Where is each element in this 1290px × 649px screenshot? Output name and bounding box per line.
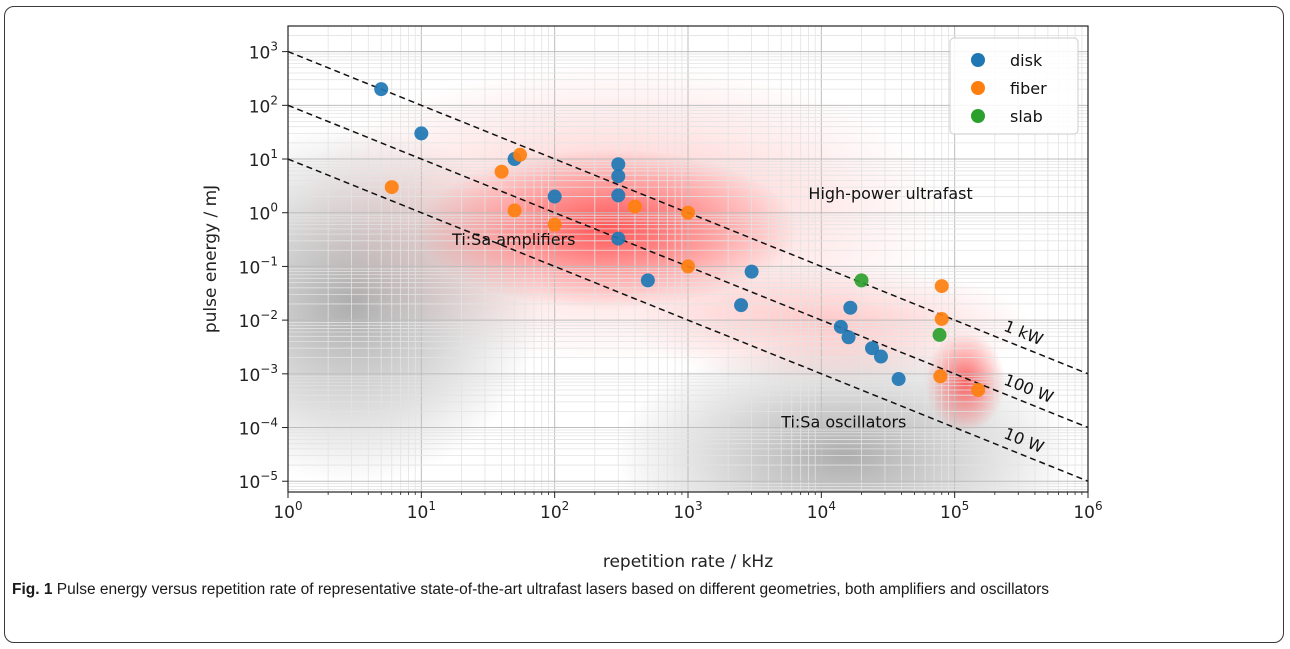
legend: disk fiber slab [949,37,1079,135]
y-tick-label: 10−3 [239,362,278,386]
point-fiber [494,164,509,179]
x-tick-label: 101 [407,499,436,523]
x-tick-label: 104 [807,499,836,523]
point-fiber [507,203,522,218]
legend-marker-disk [971,53,985,67]
y-tick-label: 10−1 [239,254,278,278]
x-tick-label: 102 [540,499,569,523]
point-disk [547,189,562,204]
caption-text: Pulse energy versus repetition rate of r… [56,581,1050,598]
scatter-chart: 100 101 102 103 104 105 106 103 102 101 100 10−1 10−… [201,25,1103,572]
point-fiber [971,382,986,397]
point-disk [744,264,759,279]
figure-caption: Fig. 1 Pulse energy versus repetition ra… [12,580,1252,600]
y-tick-label: 102 [249,93,278,117]
point-fiber [681,205,695,220]
point-fiber [934,279,949,294]
point-fiber [681,259,695,274]
legend-label-slab: slab [1010,107,1043,126]
data-points [374,82,986,397]
point-fiber [627,199,642,214]
y-tick-label: 101 [249,147,278,171]
y-tick-label: 100 [249,201,278,225]
region-label: Ti:Sa amplifiers [451,230,575,249]
axis-ticks: 100 101 102 103 104 105 106 103 102 101 100 10−1 10−… [239,40,1103,523]
x-tick-label: 105 [940,499,969,523]
point-disk [734,298,749,313]
y-tick-label: 10−4 [239,416,278,440]
point-fiber [513,147,528,162]
region-label: High-power ultrafast [808,184,972,203]
point-disk [865,341,880,356]
point-disk [611,231,626,246]
x-axis-title: repetition rate / kHz [603,552,773,572]
point-disk [374,82,389,97]
legend-marker-fiber [971,81,985,95]
grid-lines [288,26,1088,492]
x-tick-label: 100 [273,499,302,523]
point-disk [891,372,906,387]
y-axis-title: pulse energy / mJ [201,185,221,333]
legend-marker-slab [971,109,985,123]
point-fiber [547,217,562,232]
point-disk [611,169,626,184]
point-fiber [384,180,399,195]
region-label: Ti:Sa oscillators [780,413,906,432]
point-fiber [934,311,949,326]
x-tick-label: 106 [1073,499,1102,523]
y-tick-label: 10−2 [239,308,278,332]
point-disk [611,188,626,203]
point-slab [854,273,869,288]
power-line [288,158,1088,482]
legend-label-disk: disk [1010,51,1043,70]
legend-label-fiber: fiber [1010,79,1047,98]
caption-label: Fig. 1 [12,581,53,598]
point-disk [873,349,888,364]
y-tick-label: 103 [249,40,278,64]
point-disk [841,330,856,345]
point-disk [414,126,429,141]
point-disk [640,273,655,288]
point-disk [611,157,626,172]
point-disk [833,319,848,334]
x-tick-label: 103 [673,499,702,523]
point-slab [932,327,947,342]
point-disk [843,300,858,315]
y-tick-label: 10−5 [239,469,278,493]
point-fiber [933,369,948,384]
